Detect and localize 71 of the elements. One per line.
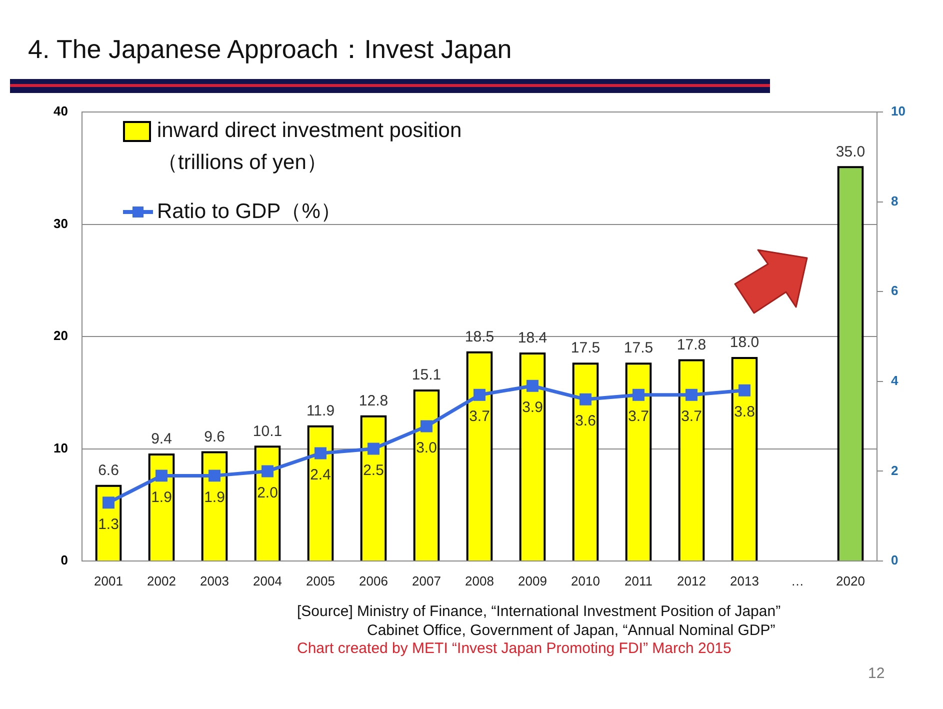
text: Chart created by METI “Invest Japan Promoting FDI” March 2015 xyxy=(297,640,732,658)
x-tick-label: 2005 xyxy=(306,573,335,588)
x-tick-label: 2001 xyxy=(94,573,123,588)
y-tick-label: 30 xyxy=(54,216,68,231)
point xyxy=(314,447,326,460)
point xyxy=(102,496,114,509)
y-tick-label: 0 xyxy=(60,552,68,568)
y-tick-label: 20 xyxy=(54,328,68,344)
point xyxy=(156,470,168,482)
x-tick-label: 2004 xyxy=(253,573,282,588)
legend-label: Ratio to GDP（%） xyxy=(157,200,342,223)
point xyxy=(526,380,538,392)
data-label: 2.5 xyxy=(363,462,384,479)
data-label: 2.0 xyxy=(257,484,278,502)
data-label: 17.5 xyxy=(570,340,600,357)
text: [Source] Ministry of Finance, “International Investment Position of Japan” xyxy=(297,603,781,621)
data-label: 9.6 xyxy=(204,428,225,446)
x-tick-label: 2020 xyxy=(836,573,865,588)
x-tick-label: 2009 xyxy=(518,573,547,588)
data-label: 1.9 xyxy=(151,488,172,506)
y2-tick-label: 2 xyxy=(891,462,898,478)
y-tick-label: 10 xyxy=(54,440,68,456)
data-label: 11.9 xyxy=(306,402,335,420)
data-label: 12.8 xyxy=(358,392,388,410)
x-tick-label: 2011 xyxy=(624,573,652,588)
point xyxy=(686,388,698,401)
x-tick-label: 2002 xyxy=(147,573,176,588)
data-label: 3.8 xyxy=(734,404,755,421)
y2-tick-label: 6 xyxy=(891,283,898,298)
text: Cabinet Office, Government of Japan, “Annual Nominal GDP” xyxy=(367,622,776,640)
y-tick-label: 40 xyxy=(54,104,68,119)
y2-tick-label: 8 xyxy=(891,193,898,208)
data-label: 18.0 xyxy=(730,334,760,352)
text: 12 xyxy=(868,665,885,683)
y2-tick-label: 0 xyxy=(891,552,898,568)
y2-tick-label: 4 xyxy=(891,372,899,388)
point xyxy=(420,420,432,432)
x-tick-label: 2007 xyxy=(412,573,441,588)
data-label: 1.3 xyxy=(98,516,119,533)
data-label: 3.9 xyxy=(522,399,543,416)
data-label: 3.7 xyxy=(469,408,490,426)
x-tick-label: 2003 xyxy=(200,573,229,588)
data-label: 10.1 xyxy=(252,422,282,440)
chart-title: 4. The Japanese Approach：Invest Japan xyxy=(28,33,512,66)
point xyxy=(262,465,274,478)
x-tick-label: … xyxy=(791,573,804,588)
data-label: 17.8 xyxy=(676,336,706,354)
data-label: 2.4 xyxy=(310,466,331,484)
point xyxy=(632,388,644,401)
point xyxy=(368,442,380,455)
x-tick-label: 2010 xyxy=(571,573,600,588)
data-label: 3.0 xyxy=(416,439,437,456)
data-label: 15.1 xyxy=(412,366,442,384)
data-label: 3.7 xyxy=(681,408,702,426)
data-label: 9.4 xyxy=(151,430,172,448)
point xyxy=(474,388,486,401)
point xyxy=(208,470,220,482)
data-label: 6.6 xyxy=(98,462,119,480)
point xyxy=(738,384,750,396)
data-label: 35.0 xyxy=(836,143,866,160)
data-label: 1.9 xyxy=(204,488,225,506)
x-tick-label: 2008 xyxy=(465,573,494,588)
legend-label: inward direct investment position （trillions of yen） xyxy=(157,118,462,174)
data-label: 3.6 xyxy=(575,412,596,430)
x-tick-label: 2013 xyxy=(730,573,759,588)
y2-tick-label: 10 xyxy=(891,104,906,119)
x-tick-label: 2006 xyxy=(359,573,388,588)
data-label: 17.5 xyxy=(624,340,654,357)
x-tick-label: 2012 xyxy=(677,573,706,588)
point xyxy=(580,393,592,406)
data-label: 3.7 xyxy=(628,408,649,426)
